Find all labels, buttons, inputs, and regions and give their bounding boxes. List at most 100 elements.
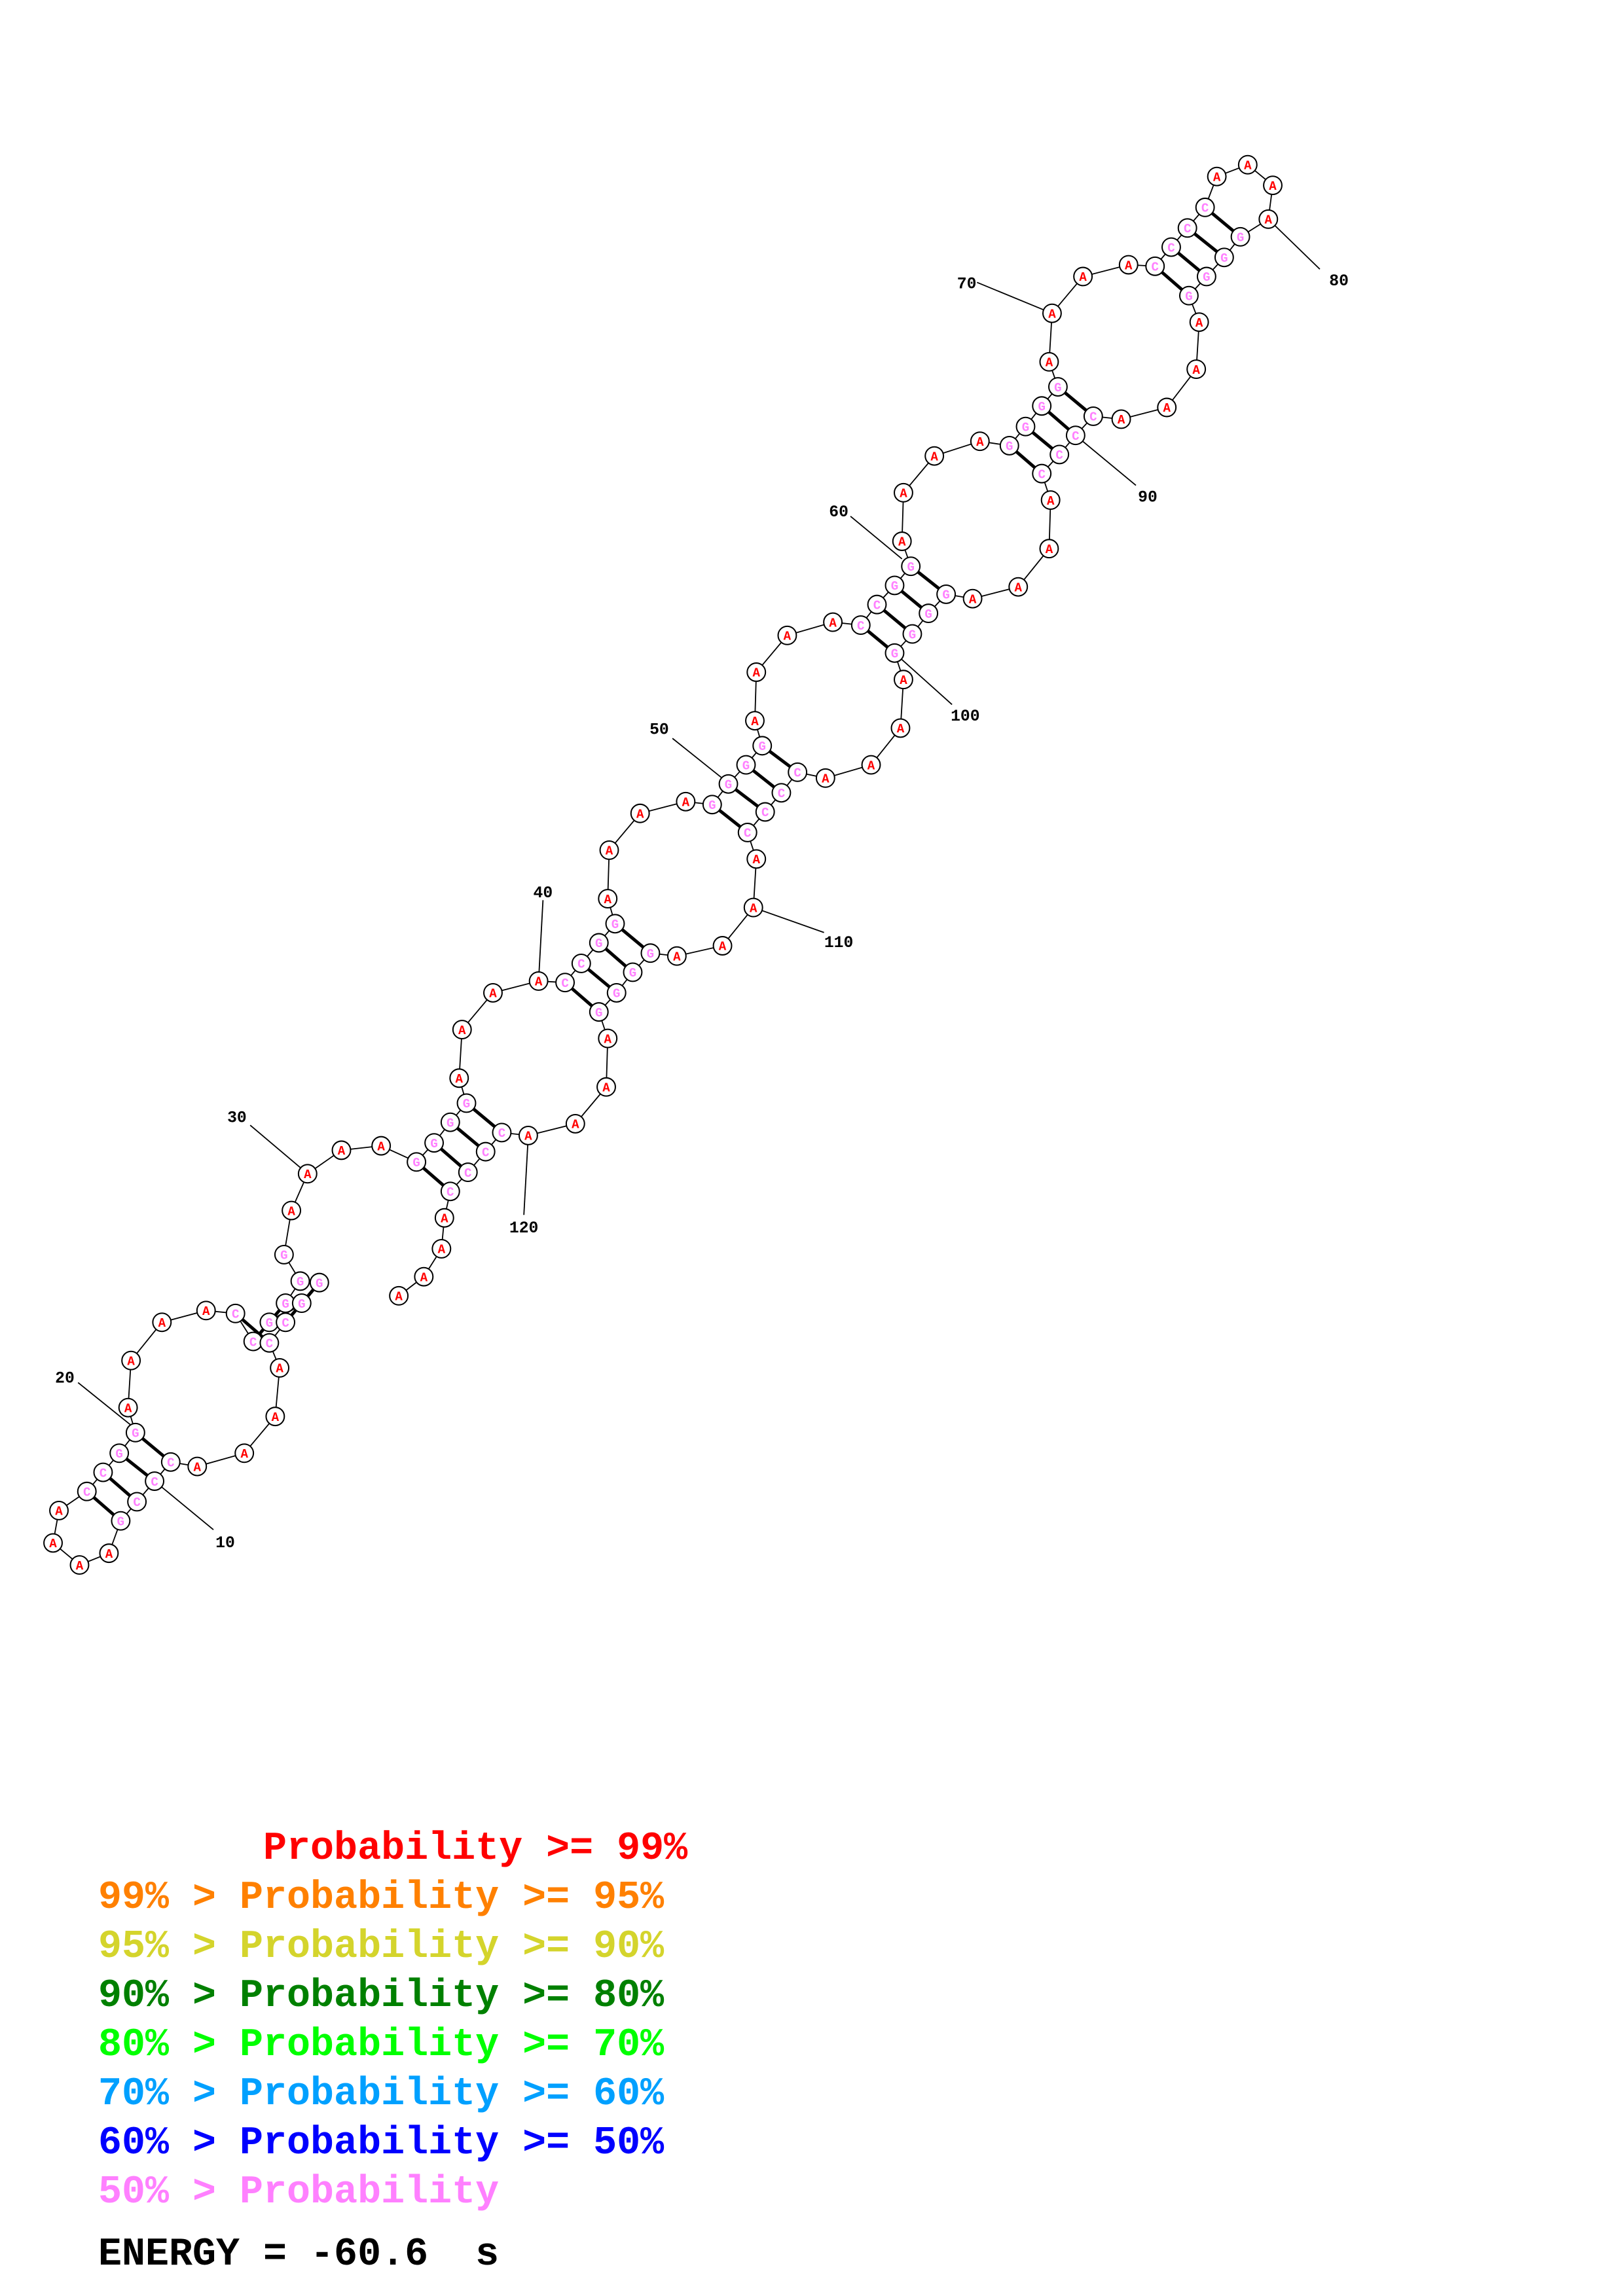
svg-text:C: C xyxy=(793,766,801,781)
nucleotide-c: C xyxy=(755,802,775,822)
svg-text:A: A xyxy=(524,1130,532,1144)
svg-text:A: A xyxy=(1118,413,1125,427)
nucleotide-g: G xyxy=(1032,396,1052,416)
svg-text:G: G xyxy=(595,1006,602,1020)
svg-text:C: C xyxy=(1167,241,1175,255)
nucleotide-g: G xyxy=(424,1133,445,1153)
nucleotide-a: A xyxy=(743,897,763,918)
svg-text:A: A xyxy=(898,535,906,550)
nucleotide-g: G xyxy=(606,982,627,1003)
nucleotide-c: C xyxy=(1145,256,1165,276)
nucleotide-a: A xyxy=(270,1358,290,1378)
nucleotide-a: A xyxy=(99,1543,119,1564)
nucleotide-c: C xyxy=(225,1303,246,1323)
svg-text:A: A xyxy=(395,1290,403,1304)
nucleotide-a: A xyxy=(970,431,990,452)
nucleotide-c: C xyxy=(458,1162,478,1183)
position-tick-line xyxy=(249,1124,308,1175)
nucleotide-a: A xyxy=(746,662,767,682)
svg-text:G: G xyxy=(280,1249,287,1263)
nucleotide-a: A xyxy=(282,1200,302,1221)
nucleotide-a: A xyxy=(777,625,797,645)
nucleotide-a: A xyxy=(528,971,549,991)
svg-text:G: G xyxy=(297,1275,304,1289)
position-label: 50 xyxy=(649,721,669,739)
svg-text:C: C xyxy=(1089,410,1097,425)
position-ticks: 10 20 30 40 50 60 70 80 90 100 110 120 xyxy=(55,219,1349,1552)
nucleotide-a: A xyxy=(1111,409,1131,429)
nucleotide-a: A xyxy=(389,1285,409,1306)
nucleotide-a: A xyxy=(234,1443,255,1463)
svg-text:A: A xyxy=(1048,307,1056,321)
nucleotide-g: G xyxy=(936,584,957,604)
nucleotide-c: C xyxy=(555,973,575,993)
svg-text:A: A xyxy=(438,1243,446,1257)
svg-text:G: G xyxy=(909,628,916,642)
nucleotide-a: A xyxy=(712,936,733,956)
svg-text:A: A xyxy=(420,1270,428,1285)
nucleotide-c: C xyxy=(1177,218,1197,238)
position-label: 10 xyxy=(215,1534,235,1552)
nucleotide-a: A xyxy=(118,1397,138,1418)
nucleotide-g: G xyxy=(1230,226,1250,247)
legend-line-70: 80% > Probability >= 70% xyxy=(98,2023,665,2068)
position-tick-line xyxy=(894,653,953,706)
svg-text:A: A xyxy=(158,1316,166,1331)
svg-text:G: G xyxy=(1054,381,1061,395)
svg-text:G: G xyxy=(1038,400,1045,414)
svg-text:A: A xyxy=(377,1139,385,1154)
nucleotide-g: G xyxy=(999,435,1019,456)
nucleotide-c: C xyxy=(77,1481,97,1501)
nucleotide-a: A xyxy=(823,612,843,632)
nucleotide-g: G xyxy=(901,556,921,577)
svg-text:A: A xyxy=(930,450,938,464)
svg-text:G: G xyxy=(447,1116,454,1130)
nucleotide-g: G xyxy=(752,736,773,756)
svg-text:A: A xyxy=(867,759,875,773)
svg-text:G: G xyxy=(1022,420,1029,435)
nucleotide-c: C xyxy=(440,1181,460,1202)
svg-text:G: G xyxy=(611,918,619,932)
svg-text:A: A xyxy=(1015,581,1023,595)
nucleotide-g: G xyxy=(702,795,722,815)
position-label: 30 xyxy=(227,1109,247,1128)
svg-text:C: C xyxy=(1072,429,1079,444)
nucleotide-a: A xyxy=(630,803,650,823)
svg-text:C: C xyxy=(232,1308,239,1322)
svg-text:A: A xyxy=(441,1211,448,1226)
nucleotide-a: A xyxy=(265,1407,285,1427)
svg-text:C: C xyxy=(249,1335,257,1350)
nucleotide-g: G xyxy=(1015,416,1036,437)
nucleotide-a: A xyxy=(599,840,619,860)
legend-line-60: 70% > Probability >= 60% xyxy=(98,2072,665,2117)
nucleotide-g: G xyxy=(125,1422,145,1443)
position-tick-line xyxy=(850,516,903,560)
nucleotide-a: A xyxy=(598,889,618,909)
position-label: 70 xyxy=(957,275,977,293)
nucleotide-g: G xyxy=(589,1002,609,1022)
nucleotide-c: C xyxy=(1195,197,1215,217)
svg-text:A: A xyxy=(456,1072,464,1086)
position-label: 90 xyxy=(1138,488,1158,507)
nucleotide-g: G xyxy=(276,1293,296,1314)
nucleotide-a: A xyxy=(187,1456,208,1477)
nucleotide-a: A xyxy=(152,1312,172,1333)
nucleotide-g: G xyxy=(1048,377,1068,397)
svg-text:A: A xyxy=(1195,316,1203,331)
svg-text:A: A xyxy=(1213,170,1221,185)
nucleotide-a: A xyxy=(49,1501,69,1520)
svg-text:G: G xyxy=(742,759,750,773)
nucleotide-g: G xyxy=(111,1511,131,1531)
nucleotide-g: G xyxy=(440,1112,460,1132)
svg-text:G: G xyxy=(1185,289,1192,304)
position-tick-line xyxy=(77,1382,132,1426)
svg-text:A: A xyxy=(752,666,760,681)
svg-text:C: C xyxy=(167,1456,174,1471)
svg-text:C: C xyxy=(151,1475,158,1490)
nucleotide-a: A xyxy=(596,1077,616,1097)
nucleotide-g: G xyxy=(589,933,609,953)
nucleotide-g: G xyxy=(736,755,756,775)
nucleotide-c: C xyxy=(1049,444,1070,465)
svg-text:A: A xyxy=(489,987,497,1001)
svg-text:A: A xyxy=(1047,494,1055,509)
